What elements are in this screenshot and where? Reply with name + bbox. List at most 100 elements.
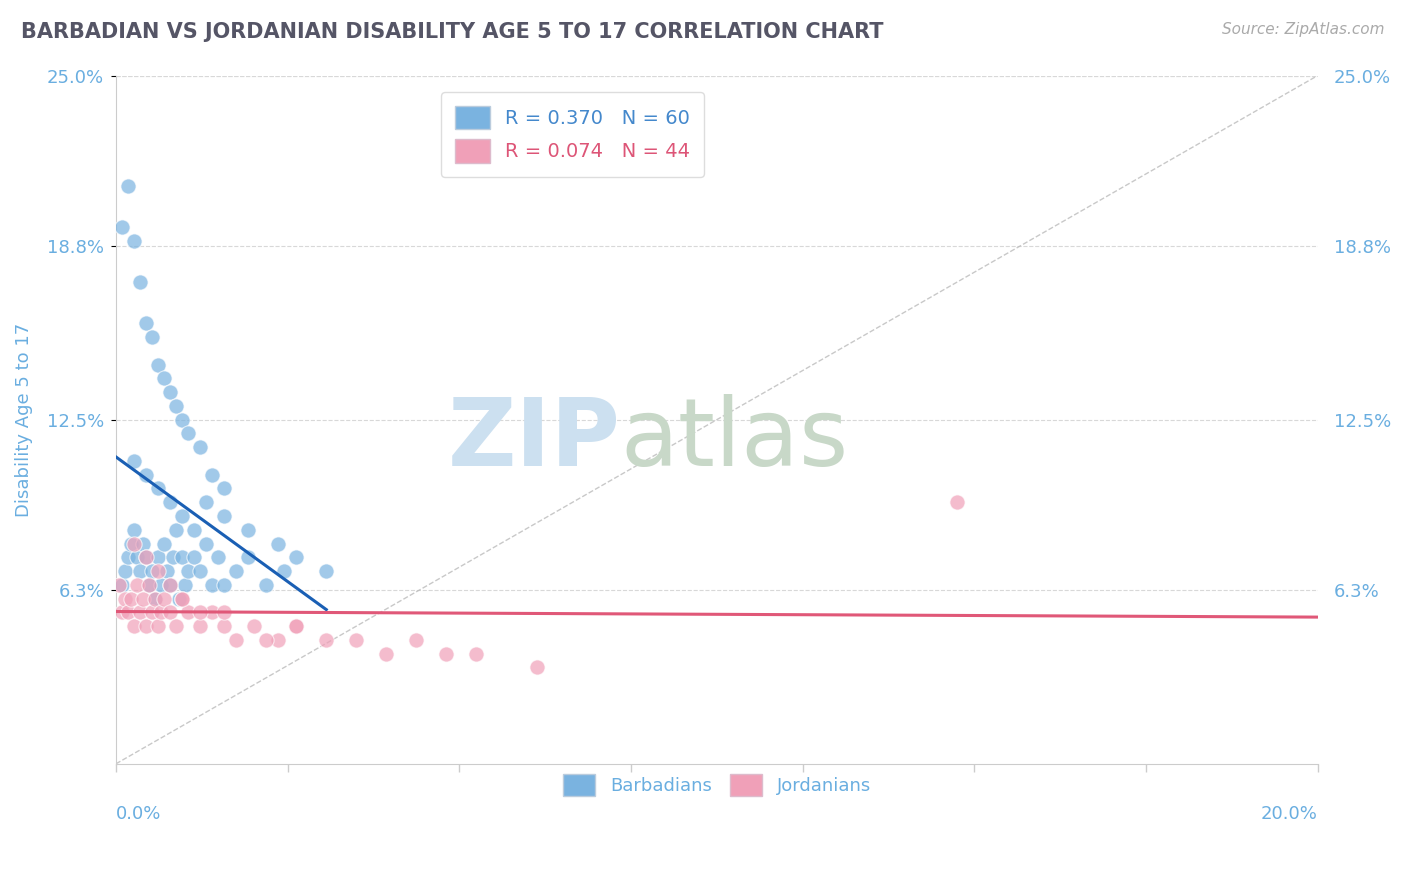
Point — [114, 591, 136, 606]
Point — [122, 536, 145, 550]
Point — [946, 495, 969, 509]
Point — [146, 550, 169, 565]
Point — [167, 591, 190, 606]
Point — [162, 550, 184, 565]
Text: atlas: atlas — [620, 394, 849, 486]
Point — [120, 591, 142, 606]
Point — [174, 578, 197, 592]
Text: 20.0%: 20.0% — [1261, 805, 1317, 823]
Point — [159, 578, 181, 592]
Point — [122, 234, 145, 248]
Text: BARBADIAN VS JORDANIAN DISABILITY AGE 5 TO 17 CORRELATION CHART: BARBADIAN VS JORDANIAN DISABILITY AGE 5 … — [21, 22, 883, 42]
Point — [159, 385, 181, 400]
Point — [150, 578, 173, 592]
Point — [129, 606, 152, 620]
Point — [132, 536, 155, 550]
Point — [212, 606, 235, 620]
Point — [375, 647, 398, 661]
Point — [120, 536, 142, 550]
Point — [135, 619, 157, 633]
Point — [111, 578, 134, 592]
Point — [153, 536, 176, 550]
Point — [212, 509, 235, 524]
Text: ZIP: ZIP — [449, 394, 620, 486]
Point — [122, 454, 145, 468]
Point — [188, 440, 211, 454]
Point — [465, 647, 488, 661]
Point — [170, 550, 193, 565]
Point — [177, 426, 200, 441]
Point — [254, 578, 277, 592]
Point — [188, 564, 211, 578]
Point — [146, 564, 169, 578]
Point — [201, 606, 224, 620]
Point — [150, 606, 173, 620]
Point — [285, 619, 308, 633]
Point — [344, 632, 367, 647]
Point — [285, 550, 308, 565]
Point — [125, 550, 148, 565]
Point — [141, 606, 163, 620]
Y-axis label: Disability Age 5 to 17: Disability Age 5 to 17 — [15, 323, 32, 516]
Point — [143, 591, 166, 606]
Point — [315, 632, 337, 647]
Point — [153, 371, 176, 385]
Point — [125, 578, 148, 592]
Text: 0.0%: 0.0% — [115, 805, 162, 823]
Point — [117, 550, 139, 565]
Point — [170, 591, 193, 606]
Point — [183, 523, 205, 537]
Point — [183, 550, 205, 565]
Point — [146, 619, 169, 633]
Point — [436, 647, 458, 661]
Point — [170, 412, 193, 426]
Point — [170, 509, 193, 524]
Point — [117, 606, 139, 620]
Point — [285, 619, 308, 633]
Point — [146, 482, 169, 496]
Point — [111, 219, 134, 234]
Point — [135, 467, 157, 482]
Point — [254, 632, 277, 647]
Point — [165, 523, 187, 537]
Point — [132, 591, 155, 606]
Point — [156, 564, 179, 578]
Point — [122, 523, 145, 537]
Point — [143, 591, 166, 606]
Point — [159, 606, 181, 620]
Point — [177, 606, 200, 620]
Point — [135, 316, 157, 330]
Point — [273, 564, 295, 578]
Point — [138, 578, 160, 592]
Point — [111, 606, 134, 620]
Point — [114, 564, 136, 578]
Point — [170, 591, 193, 606]
Point — [165, 619, 187, 633]
Point — [212, 578, 235, 592]
Point — [177, 564, 200, 578]
Point — [153, 591, 176, 606]
Point — [138, 578, 160, 592]
Point — [135, 550, 157, 565]
Point — [141, 330, 163, 344]
Point — [207, 550, 229, 565]
Point — [212, 619, 235, 633]
Point — [188, 619, 211, 633]
Legend: Barbadians, Jordanians: Barbadians, Jordanians — [555, 766, 879, 803]
Point — [201, 467, 224, 482]
Point — [165, 399, 187, 413]
Point — [117, 178, 139, 193]
Point — [195, 495, 218, 509]
Point — [201, 578, 224, 592]
Point — [267, 632, 290, 647]
Point — [108, 578, 131, 592]
Point — [236, 523, 259, 537]
Text: Source: ZipAtlas.com: Source: ZipAtlas.com — [1222, 22, 1385, 37]
Point — [225, 564, 247, 578]
Point — [135, 550, 157, 565]
Point — [315, 564, 337, 578]
Point — [195, 536, 218, 550]
Point — [526, 660, 548, 674]
Point — [243, 619, 266, 633]
Point — [267, 536, 290, 550]
